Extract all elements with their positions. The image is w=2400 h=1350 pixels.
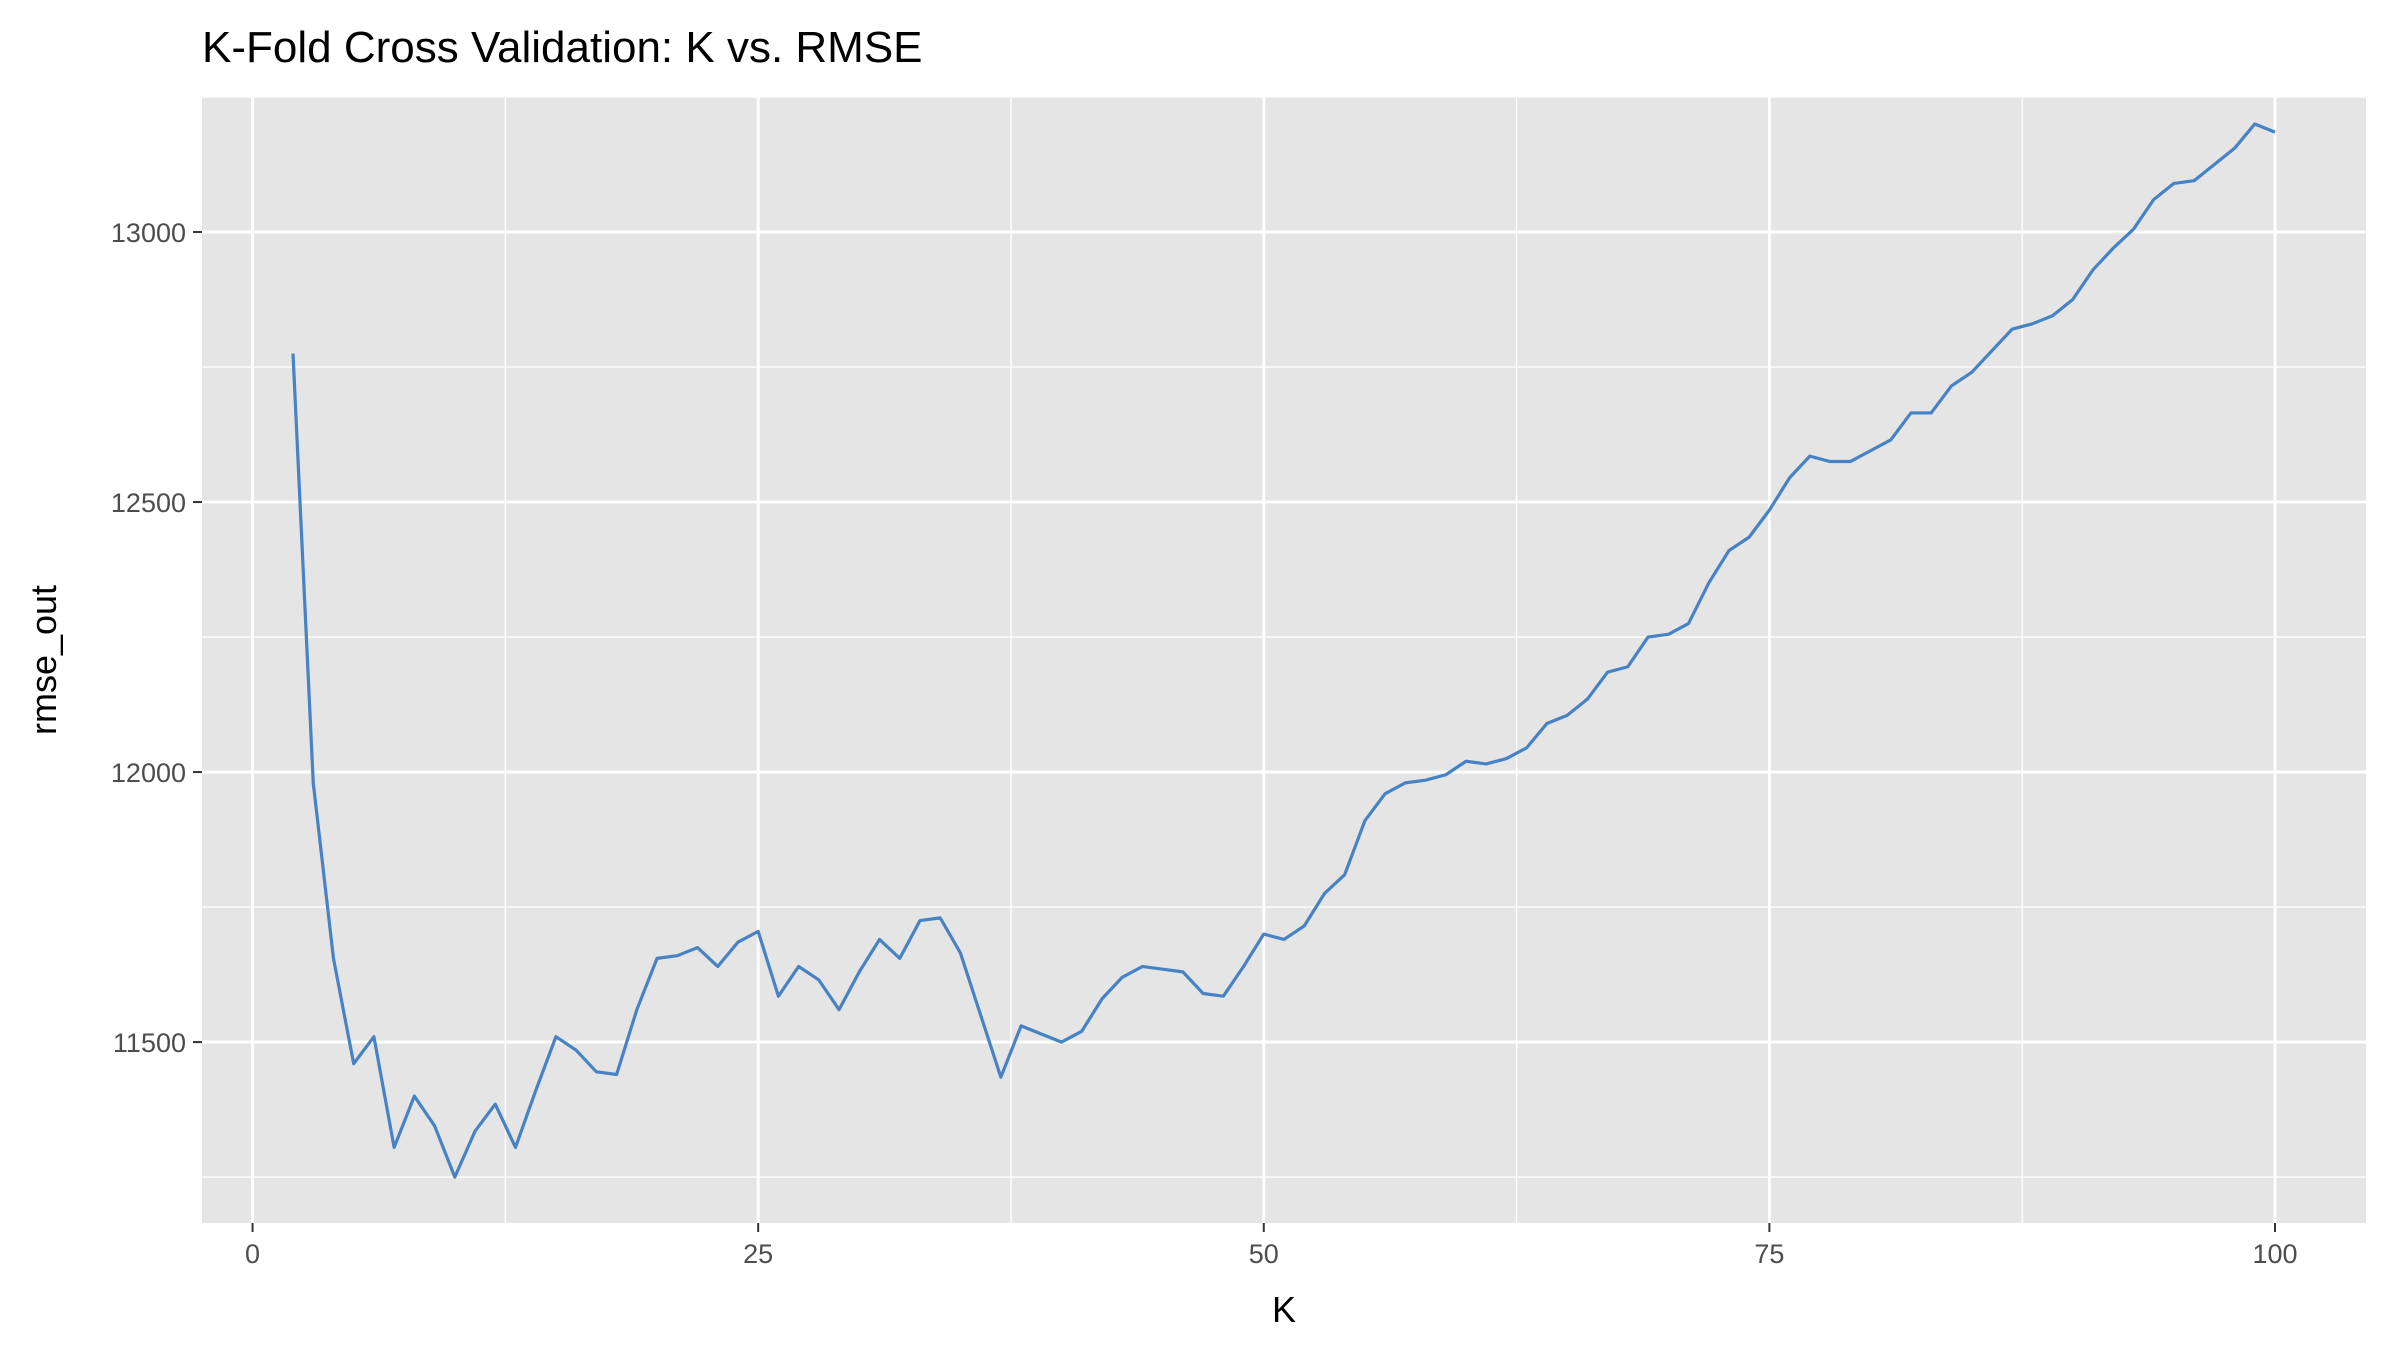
x-tick-label: 75 (1754, 1239, 1784, 1269)
y-tick-label: 13000 (111, 218, 186, 248)
series-line-0 (291, 122, 2276, 1179)
y-axis-title: rmse_out (23, 585, 64, 735)
x-tick-label: 25 (743, 1239, 773, 1269)
x-tick-label: 100 (2252, 1239, 2297, 1269)
x-axis-title: K (1272, 1289, 1296, 1330)
x-tick-label: 0 (245, 1239, 260, 1269)
series-group (291, 122, 2276, 1179)
chart-title: K-Fold Cross Validation: K vs. RMSE (202, 23, 923, 72)
y-axis-ticks: 11500 12000 12500 13000 (111, 218, 202, 1058)
grid-major (202, 97, 2366, 1223)
grid-minor (202, 96, 2366, 1223)
y-tick-label: 11500 (113, 1028, 186, 1058)
y-tick-label: 12500 (111, 488, 186, 518)
plot-panel (202, 97, 2366, 1223)
x-axis-ticks: 0 25 50 75 100 (245, 1223, 2298, 1269)
x-tick-label: 50 (1249, 1239, 1279, 1269)
y-tick-label: 12000 (111, 758, 186, 788)
